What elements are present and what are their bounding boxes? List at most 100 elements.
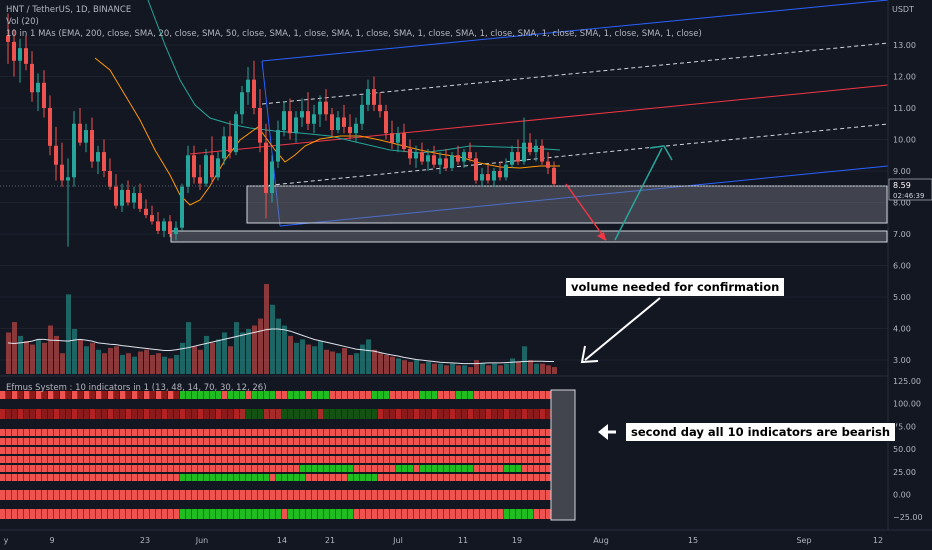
indicator-cell [180, 409, 186, 419]
indicator-cell [42, 438, 48, 445]
indicator-cell [198, 490, 204, 500]
indicator-cell [300, 447, 306, 454]
ma-study-label[interactable]: 10 in 1 MAs (EMA, 200, close, SMA, 20, c… [6, 29, 702, 39]
indicator-cell [492, 509, 498, 519]
candle-body [96, 152, 100, 162]
candle [210, 136, 214, 184]
indicator-cell [90, 474, 96, 481]
indicator-cell [480, 474, 486, 481]
indicator-cell [444, 465, 450, 472]
candle [450, 152, 454, 171]
volume-bar [402, 360, 407, 374]
indicator-cell [96, 509, 102, 519]
candle-body [246, 79, 250, 93]
indicator-cell [546, 474, 552, 481]
indicator-cell [72, 474, 78, 481]
indicator-cell [546, 465, 552, 472]
candle-body [222, 136, 226, 159]
candle [132, 186, 136, 209]
indicator-study-label[interactable]: Efmus System : 10 indicators in 1 (13, 4… [6, 383, 267, 393]
indicator-cell [516, 391, 522, 399]
candle-body [306, 111, 310, 124]
indicator-cell [510, 409, 516, 419]
indicator-cell [330, 409, 336, 419]
indicator-cell [516, 465, 522, 472]
indicator-cell [360, 474, 366, 481]
candle-body [528, 142, 532, 153]
indicator-cell [504, 409, 510, 419]
indicator-cell [456, 429, 462, 436]
support-zone-upper[interactable] [246, 185, 888, 224]
indicator-cell [504, 509, 510, 519]
symbol-title[interactable]: HNT / TetherUS, 1D, BINANCE [6, 5, 132, 15]
indicator-cell [48, 465, 54, 472]
indicator-cell [342, 429, 348, 436]
indicator-cell [276, 490, 282, 500]
indicator-cell [306, 456, 312, 463]
indicator-cell [102, 465, 108, 472]
indicator-cell [504, 490, 510, 500]
indicator-cell [18, 465, 24, 472]
indicator-cell [306, 465, 312, 472]
candle [66, 158, 70, 247]
indicator-cell [288, 474, 294, 481]
indicator-cell [540, 409, 546, 419]
indicator-cell [486, 509, 492, 519]
indicator-cell [78, 474, 84, 481]
indicator-cell [384, 456, 390, 463]
volume-bar [276, 318, 281, 374]
candle [552, 161, 556, 187]
indicator-cell [30, 490, 36, 500]
time-tick-label: 15 [688, 536, 698, 545]
indicator-cell [30, 456, 36, 463]
indicator-cell [282, 490, 288, 500]
indicator-cell [240, 490, 246, 500]
indicator-cell [468, 438, 474, 445]
indicator-cell [522, 391, 528, 399]
indicator-cell [276, 447, 282, 454]
candle-body [372, 89, 376, 105]
price-axis-unit: USDT [892, 5, 914, 14]
volume-bar [498, 365, 503, 374]
volume-bar [540, 363, 545, 374]
time-tick-label: 23 [140, 536, 150, 545]
volume-study-label[interactable]: Vol (20) [6, 17, 39, 27]
current-price-label: 8.59 [893, 181, 911, 190]
indicator-cell [504, 474, 510, 481]
indicator-cell [276, 465, 282, 472]
indicator-cell [126, 429, 132, 436]
indicator-cell [228, 509, 234, 519]
candle [162, 218, 166, 238]
indicator-cell [240, 429, 246, 436]
indicator-cell [480, 409, 486, 419]
indicator-cell [270, 509, 276, 519]
indicator-cell [96, 391, 102, 399]
indicator-cell [528, 438, 534, 445]
indicator-cell [450, 409, 456, 419]
indicator-cell [66, 465, 72, 472]
indicator-cell [138, 447, 144, 454]
candle [360, 95, 364, 131]
indicator-cell [102, 474, 108, 481]
indicator-cell [528, 465, 534, 472]
candle-body [348, 126, 352, 134]
indicator-cell [450, 509, 456, 519]
indicator-cell [402, 490, 408, 500]
indicator-cell [120, 465, 126, 472]
indicator-cell [402, 409, 408, 419]
indicator-cell [252, 474, 258, 481]
indicator-cell [474, 447, 480, 454]
volume-bar [504, 363, 509, 374]
indicator-cell [132, 438, 138, 445]
indicator-cell [396, 409, 402, 419]
indicator-cell [108, 509, 114, 519]
indicator-cell [366, 474, 372, 481]
candle [384, 104, 388, 140]
indicator-cell [246, 509, 252, 519]
indicator-cell [216, 490, 222, 500]
indicator-cell [336, 409, 342, 419]
indicator-cell [228, 490, 234, 500]
support-zone-lower[interactable] [170, 230, 888, 243]
indicator-cell [402, 429, 408, 436]
